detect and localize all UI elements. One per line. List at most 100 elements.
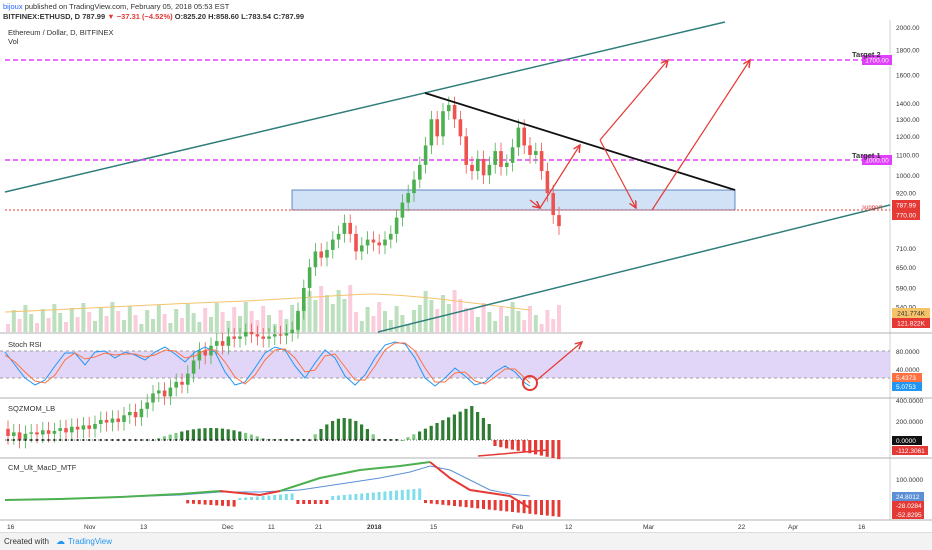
macd-histogram [186, 488, 561, 517]
created-with-text: Created with [4, 537, 49, 546]
sqz-bar [539, 440, 543, 456]
macd-label[interactable]: CM_Ult_MacD_MTF [8, 463, 77, 472]
sqz-bar [244, 432, 248, 440]
price-axis-label: 1200.00 [896, 134, 920, 141]
tradingview-brand-link[interactable]: TradingView [68, 537, 113, 546]
macd-axis-100: 100.0000 [896, 477, 923, 484]
sqz-bar [174, 432, 178, 440]
volume-bar [423, 291, 428, 332]
macd-bar [273, 495, 277, 500]
volume-bar [545, 310, 550, 332]
volume-bar [458, 299, 463, 332]
sqz-dot [12, 438, 15, 442]
sqz-value-tag: -112.3061 [896, 448, 925, 455]
sqz-bar [464, 408, 468, 440]
macd-line-down [219, 490, 281, 497]
candle-body [75, 426, 80, 430]
candle-body [371, 239, 376, 243]
macd-bar [499, 500, 503, 511]
volume-bar [539, 324, 544, 332]
candle-body [220, 341, 225, 346]
sqz-bar [220, 428, 224, 440]
candle-body [249, 332, 254, 335]
candle-body [104, 419, 109, 423]
candle-body [447, 104, 451, 112]
candle-body [360, 245, 364, 252]
macd-bar [244, 497, 248, 500]
macd-bar [487, 500, 491, 510]
legend-vol[interactable]: Vol [8, 37, 19, 46]
candle-body [93, 423, 97, 429]
price-axis-label: 540.00 [896, 304, 916, 311]
volume-bar [313, 300, 318, 332]
candle-body [441, 111, 445, 137]
sqz-bar [319, 429, 323, 440]
sqz-dot [192, 438, 195, 442]
macd-bar [441, 500, 445, 505]
sqz-bar [348, 418, 352, 440]
volume-bar [504, 316, 509, 332]
candle-body [151, 393, 155, 403]
candle-body [157, 390, 161, 394]
sqzmom-label[interactable]: SQZMOM_LB [8, 404, 55, 413]
macd-bar [383, 491, 387, 500]
sqz-bar [499, 440, 503, 448]
sqz-bar [493, 440, 497, 446]
stoch-rsi-label[interactable]: Stoch RSI [8, 340, 42, 349]
target1-price-tag: 1000.00 [865, 158, 889, 165]
symbol-text[interactable]: BITFINEX:ETHUSD, D [3, 12, 81, 21]
volume-bar [156, 305, 161, 332]
high-text: H:858.60 [208, 12, 239, 21]
macd-bar [406, 489, 410, 500]
sqz-bar [406, 437, 410, 440]
sqz-dot [204, 438, 207, 442]
candle-body [418, 164, 422, 180]
volume-bar [52, 304, 57, 332]
sqz-bar [522, 440, 526, 452]
down-arrow-icon: ▼ [107, 12, 115, 21]
candle-body [290, 329, 294, 333]
support-zone [291, 189, 736, 211]
stoch-highlight-circle [522, 375, 538, 391]
sqz-bar [528, 440, 532, 454]
time-axis-label: 22 [738, 524, 746, 531]
volume-bar [145, 310, 150, 332]
macd-bar [313, 500, 317, 504]
author-link[interactable]: bijoux [3, 2, 23, 11]
candle-body [122, 415, 126, 422]
macd-bar [360, 493, 364, 500]
macd-bar [192, 500, 195, 504]
candle-body [539, 151, 544, 172]
stoch-axis-80: 80.0000 [896, 349, 920, 356]
volume-bar [243, 302, 248, 332]
macd-bar [412, 489, 416, 500]
candle-body [6, 428, 10, 436]
price-axis-label: 650.00 [896, 265, 916, 272]
macd-bar [551, 500, 555, 517]
volume-bar [371, 316, 376, 332]
macd-bar [395, 490, 398, 500]
sqz-bar [458, 411, 462, 440]
candle-body [354, 233, 358, 252]
sqz-bar [232, 430, 236, 440]
macd-bar [354, 494, 358, 500]
macd-bar [389, 491, 393, 500]
legend-title[interactable]: Ethereum / Dollar, D, BITFINEX [8, 28, 114, 37]
candle-body [435, 119, 439, 137]
macd-bar [221, 500, 224, 506]
descending-trendline [424, 92, 736, 191]
candle-body [545, 171, 550, 194]
sqz-bar [331, 420, 335, 440]
stoch-d-line [4, 342, 531, 385]
macd-bar [226, 500, 230, 507]
candle-body [209, 345, 213, 356]
sqz-bar [342, 418, 346, 440]
candle-body [110, 418, 115, 423]
volume-bar [528, 306, 532, 332]
sqz-bar [203, 428, 207, 440]
volume-bar [290, 305, 295, 332]
candle-body [522, 127, 526, 146]
candle-body [226, 336, 231, 346]
stoch-k-tag: 5.0753 [896, 384, 916, 391]
